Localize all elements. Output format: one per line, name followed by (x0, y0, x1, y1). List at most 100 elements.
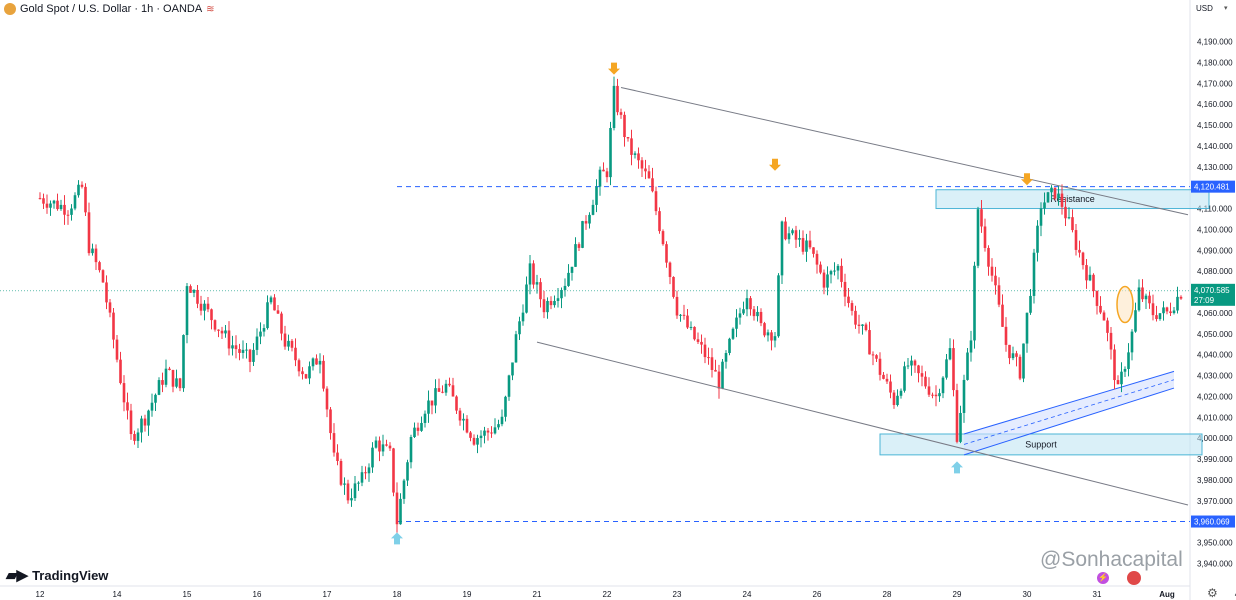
candle-body (735, 317, 738, 329)
candle-body (1050, 187, 1053, 193)
x-tick-label: 22 (603, 590, 612, 599)
x-tick-label: 19 (463, 590, 472, 599)
candle-body (154, 394, 157, 403)
candle-body (763, 323, 766, 336)
y-tick-label: 4,190.000 (1197, 38, 1233, 47)
candle-body (1029, 295, 1032, 313)
candle-body (175, 378, 178, 387)
candle-body (1015, 353, 1018, 357)
channel-fill (964, 371, 1174, 455)
candle-body (1036, 225, 1039, 253)
candle-body (1102, 312, 1106, 321)
candle-body (98, 262, 101, 271)
candle-body (525, 284, 528, 313)
currency-label[interactable]: USD (1196, 4, 1213, 13)
candle-body (1120, 371, 1123, 385)
y-tick-label: 4,130.000 (1197, 163, 1233, 172)
candle-body (231, 345, 234, 349)
candle-body (542, 299, 546, 313)
candle-body (591, 204, 595, 215)
candle-body (745, 298, 749, 310)
x-tick-label: 15 (183, 590, 192, 599)
price-mark-badge (1191, 515, 1235, 528)
candle-body (451, 385, 455, 397)
candle-body (1176, 296, 1179, 311)
gear-icon[interactable]: ⚙ (1207, 586, 1218, 600)
candle-body (882, 374, 885, 379)
candle-body (742, 309, 745, 314)
x-tick-label: 21 (533, 590, 542, 599)
candle-body (472, 437, 476, 445)
candle-body (1046, 192, 1050, 203)
lightning-icon[interactable]: ⚡ (1097, 572, 1109, 584)
candle-body (896, 395, 899, 406)
candle-body (448, 383, 451, 386)
candle-body (1081, 252, 1085, 266)
candle-body (605, 171, 609, 178)
candle-body (1053, 187, 1057, 199)
candle-body (301, 371, 304, 375)
candle-body (668, 262, 672, 277)
candle-body (836, 265, 840, 271)
candle-body (1067, 217, 1071, 219)
candles (38, 76, 1183, 533)
candle-body (168, 368, 171, 371)
candle-body (217, 329, 220, 331)
candle-body (787, 233, 791, 240)
candle-body (465, 418, 469, 433)
candle-body (546, 300, 549, 313)
chevron-down-icon[interactable]: ▾ (1224, 5, 1228, 12)
candle-body (325, 388, 329, 410)
watermark: @Sonhacapital (1040, 548, 1183, 571)
candle-body (1169, 311, 1172, 314)
y-tick-label: 4,140.000 (1197, 142, 1233, 151)
candle-body (409, 437, 413, 463)
us-flag-icon[interactable] (1127, 571, 1141, 585)
candle-body (595, 186, 598, 205)
candle-body (689, 326, 693, 328)
candle-body (171, 370, 175, 387)
y-tick-label: 4,060.000 (1197, 309, 1233, 318)
candle-body (892, 392, 896, 406)
candle-body (826, 274, 829, 288)
candle-body (476, 438, 479, 445)
candle-body (56, 200, 59, 210)
candle-body (192, 289, 196, 293)
candle-body (1144, 295, 1148, 300)
candle-body (269, 297, 273, 303)
arrow-up-icon (391, 532, 403, 545)
candle-body (1060, 193, 1064, 207)
candle-body (1011, 353, 1015, 359)
y-tick-label: 3,940.000 (1197, 559, 1233, 568)
candle-body (259, 331, 262, 337)
candle-body (966, 352, 969, 380)
candle-body (339, 460, 343, 485)
arrow-down-icon (1021, 173, 1033, 186)
candle-body (1032, 252, 1036, 296)
tradingview-logo: ▰▶ TradingView (6, 566, 108, 584)
countdown-label: 27:09 (1194, 296, 1215, 305)
candle-body (1088, 274, 1092, 281)
candle-body (752, 309, 756, 317)
candle-body (486, 430, 490, 433)
candle-body (521, 312, 525, 322)
candle-body (126, 402, 129, 411)
y-tick-label: 4,050.000 (1197, 330, 1233, 339)
candle-body (563, 285, 567, 290)
symbol-header[interactable]: Gold Spot / U.S. Dollar · 1h · OANDA ≋ (0, 0, 215, 18)
candle-body (1001, 304, 1004, 327)
candle-body (238, 349, 241, 353)
candle-body (245, 349, 248, 351)
candle-body (395, 492, 399, 525)
candle-body (1085, 265, 1088, 281)
candle-body (899, 390, 903, 396)
candle-body (143, 418, 147, 426)
candle-body (850, 303, 854, 311)
candle-body (1151, 303, 1155, 316)
x-tick-label: 14 (113, 590, 122, 599)
x-tick-label: 26 (813, 590, 822, 599)
y-tick-label: 4,030.000 (1197, 372, 1233, 381)
candle-body (490, 432, 493, 434)
candle-body (511, 362, 514, 376)
